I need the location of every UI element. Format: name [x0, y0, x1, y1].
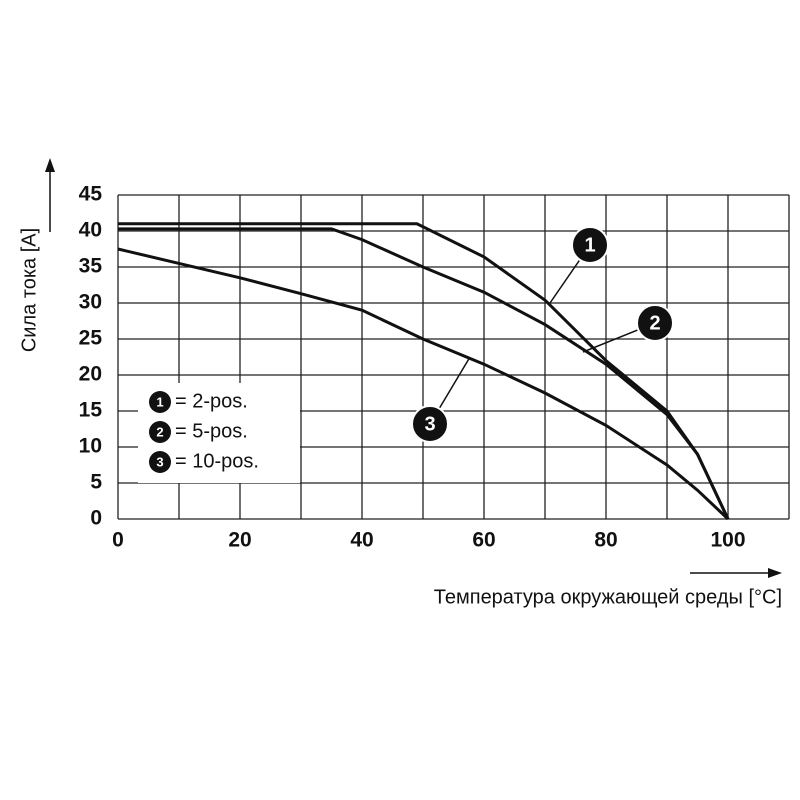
- callout-marker: [636, 304, 674, 342]
- callout-label: 3: [424, 413, 435, 435]
- y-tick-label: 45: [79, 183, 103, 206]
- y-tick-label: 35: [79, 255, 103, 278]
- legend-marker-label: 3: [156, 454, 163, 469]
- legend-marker: [149, 451, 171, 473]
- y-tick-label: 15: [79, 399, 103, 422]
- y-tick-label: 30: [79, 291, 102, 314]
- x-tick-label: 40: [350, 529, 373, 552]
- line-series: [118, 227, 730, 520]
- legend-label: = 5-pos.: [175, 420, 248, 442]
- x-tick-label: 0: [112, 529, 124, 552]
- x-tick-label: 80: [594, 529, 617, 552]
- line-series: [117, 247, 730, 521]
- legend-marker-label: 2: [156, 424, 163, 439]
- legend-label: = 2-pos.: [175, 390, 248, 412]
- legend-label: = 10-pos.: [175, 450, 259, 472]
- y-tick-label: 20: [79, 363, 102, 386]
- legend-marker: [149, 421, 171, 443]
- legend-marker-label: 1: [156, 394, 163, 409]
- callout-label: 2: [649, 312, 660, 334]
- x-tick-label: 60: [472, 529, 495, 552]
- y-tick-label: 0: [90, 507, 102, 530]
- y-tick-label: 5: [90, 471, 102, 494]
- callout-label: 1: [584, 234, 595, 256]
- y-arrow-head: [45, 158, 55, 172]
- y-tick-label: 40: [79, 219, 102, 242]
- x-axis-label: Температура окружающей среды [°C]: [434, 586, 782, 608]
- legend-marker: [149, 391, 171, 413]
- x-tick-label: 20: [228, 529, 251, 552]
- y-tick-label: 25: [79, 327, 103, 350]
- x-tick-label: 100: [710, 529, 745, 552]
- y-axis-label: Сила тока [A]: [18, 228, 40, 352]
- callout-marker: [571, 226, 609, 264]
- y-tick-label: 10: [79, 435, 102, 458]
- x-arrow-head: [768, 568, 782, 578]
- callout-marker: [411, 405, 449, 443]
